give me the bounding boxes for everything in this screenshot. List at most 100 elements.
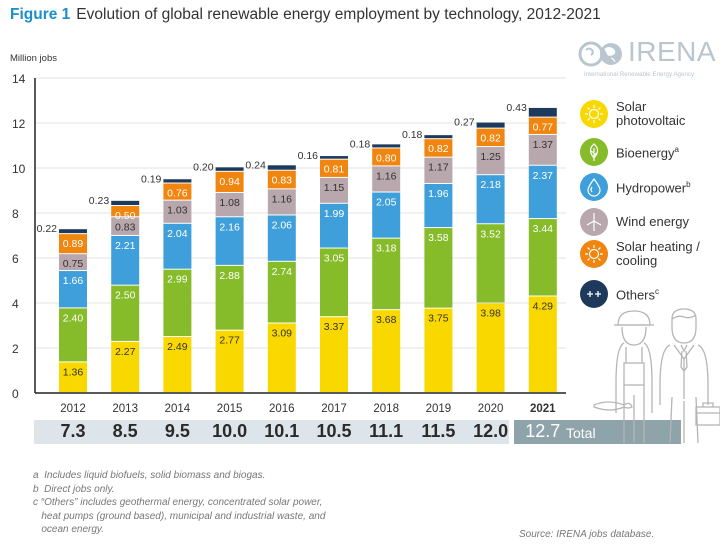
- bar-segment-wind: [320, 177, 348, 203]
- data-label-solar_heating: 0.81: [324, 164, 345, 176]
- bar-segment-others: [320, 156, 348, 159]
- bar-segment-wind: [424, 157, 453, 183]
- figure-title: Figure 1 Evolution of global renewable en…: [10, 6, 601, 24]
- bars: 1.36 2.40 1.66 0.75 0.89 0.22 2.27 2.50 2.21 0.83…: [37, 102, 557, 392]
- data-label-bioenergy: 2.74: [272, 266, 293, 278]
- data-label-solar_pv: 3.09: [272, 327, 293, 339]
- logo-subtitle: International Renewable Energy Agency: [584, 71, 695, 78]
- data-label-bioenergy: 3.58: [428, 232, 449, 244]
- bar-segment-bioenergy: [267, 261, 296, 323]
- bar-segment-bioenergy: [59, 308, 87, 362]
- leaf-icon: [580, 138, 608, 166]
- bar-segment-solar_heating: [267, 170, 296, 189]
- data-label-wind: 1.17: [428, 162, 449, 174]
- bar-segment-others: [424, 135, 453, 139]
- bar-segment-solar_heating: [111, 206, 140, 217]
- total-value: 10.5: [316, 421, 352, 441]
- y-axis-ticks: 0 2 4 6 8 10 12 14: [12, 72, 26, 401]
- y-tick-label: 6: [12, 252, 19, 266]
- x-tick-label: 2016: [269, 403, 295, 415]
- sun-icon: [580, 100, 608, 128]
- bar-stack-2015: 2.77 2.88 2.16 1.08 0.94 0.20: [193, 161, 244, 392]
- bar-segment-solar_heating: [59, 234, 87, 254]
- bar-segment-bioenergy: [424, 228, 453, 308]
- data-label-hydropower: 1.66: [63, 275, 84, 287]
- legend-item-hydropower: Hydropowerb: [580, 173, 691, 201]
- data-label-hydropower: 2.21: [115, 240, 136, 252]
- y-axis-label: Million jobs: [10, 53, 57, 64]
- bar-segment-others: [528, 107, 557, 117]
- data-label-solar_pv: 4.29: [533, 300, 554, 312]
- data-label-others: 0.23: [89, 195, 110, 207]
- logo-wordmark: IRENA: [628, 36, 717, 67]
- legend-item-wind: Wind energy: [580, 208, 689, 236]
- data-label-hydropower: 1.99: [324, 208, 345, 220]
- total-value: 12.7: [525, 421, 561, 441]
- bar-stack-2016: 3.09 2.74 2.06 1.16 0.83 0.24: [245, 159, 296, 392]
- total-value: 7.3: [60, 421, 86, 441]
- data-label-solar_heating: 0.80: [376, 152, 397, 164]
- x-axis-ticks: 2012 2013 2014 2015 2016 2017 2018 2019 2020 2021: [60, 403, 556, 415]
- wind-turbine-icon: [580, 208, 608, 236]
- data-label-solar_pv: 3.37: [324, 321, 345, 333]
- data-label-wind: 0.75: [63, 258, 84, 270]
- total-value: 11.5: [421, 421, 456, 441]
- data-label-solar_heating: 0.77: [533, 122, 554, 134]
- bar-segment-others: [372, 144, 401, 148]
- data-label-solar_pv: 2.77: [219, 335, 240, 347]
- data-label-solar_heating: 0.50: [115, 210, 136, 222]
- data-label-bioenergy: 2.88: [219, 270, 240, 282]
- totals-band: [34, 420, 509, 444]
- globe-logo-icon: [578, 41, 622, 67]
- data-label-hydropower: 2.16: [219, 221, 240, 233]
- total-value: 9.5: [164, 421, 190, 441]
- bar-segment-wind: [59, 254, 87, 271]
- bar-segment-hydropower: [59, 271, 87, 308]
- sun-icon: [580, 240, 608, 268]
- bar-segment-solar_pv: [111, 341, 140, 392]
- bar-segment-hydropower: [372, 192, 401, 238]
- data-label-hydropower: 2.04: [167, 228, 188, 240]
- total-value: 8.5: [112, 421, 138, 441]
- data-label-others: 0.16: [298, 150, 319, 162]
- bar-segment-hydropower: [528, 165, 557, 219]
- y-tick-label: 10: [12, 162, 26, 176]
- total-value: 10.0: [212, 421, 248, 441]
- source-note: Source: IRENA jobs database.: [519, 529, 655, 540]
- bar-segment-wind: [111, 217, 140, 235]
- data-label-bioenergy: 3.52: [480, 228, 501, 240]
- data-label-wind: 1.37: [533, 139, 554, 151]
- data-label-wind: 1.25: [480, 151, 501, 163]
- y-tick-label: 0: [12, 387, 19, 401]
- data-label-wind: 1.16: [272, 193, 293, 205]
- bar-segment-bioenergy: [372, 238, 401, 310]
- bar-segment-hydropower: [111, 235, 140, 285]
- figure-label: Figure 1: [10, 6, 71, 23]
- footnote-b: b Direct jobs only.: [33, 483, 115, 495]
- legend-label: Wind energy: [616, 214, 689, 229]
- bar-segment-solar_pv: [476, 303, 505, 392]
- bar-segment-bioenergy: [320, 248, 348, 317]
- x-tick-label: 2021: [530, 403, 556, 415]
- irena-logo: IRENA International Renewable Energy Age…: [578, 36, 723, 86]
- bar-segment-wind: [215, 192, 244, 217]
- bar-stack-2012: 1.36 2.40 1.66 0.75 0.89 0.22: [37, 223, 87, 392]
- bar-stack-2014: 2.49 2.99 2.04 1.03 0.76 0.19: [141, 173, 192, 392]
- bar-segment-solar_heating: [528, 117, 557, 134]
- figure-title-text: Evolution of global renewable energy emp…: [76, 6, 601, 23]
- data-label-wind: 1.15: [324, 182, 345, 194]
- total-value: 12.0: [473, 421, 509, 441]
- bar-stack-2017: 3.37 3.05 1.99 1.15 0.81 0.16: [298, 150, 348, 392]
- bar-segment-solar_pv: [320, 317, 348, 392]
- bar-segment-wind: [528, 134, 557, 165]
- bar-segment-hydropower: [320, 203, 348, 248]
- data-label-solar_pv: 3.98: [480, 307, 501, 319]
- data-label-hydropower: 1.96: [428, 188, 449, 200]
- legend-label: Hydropowerb: [616, 180, 691, 196]
- x-tick-label: 2017: [321, 403, 347, 415]
- data-label-wind: 1.08: [219, 197, 240, 209]
- bar-segment-solar_heating: [424, 139, 453, 157]
- data-label-bioenergy: 2.40: [63, 312, 84, 324]
- bar-segment-solar_heating: [320, 159, 348, 177]
